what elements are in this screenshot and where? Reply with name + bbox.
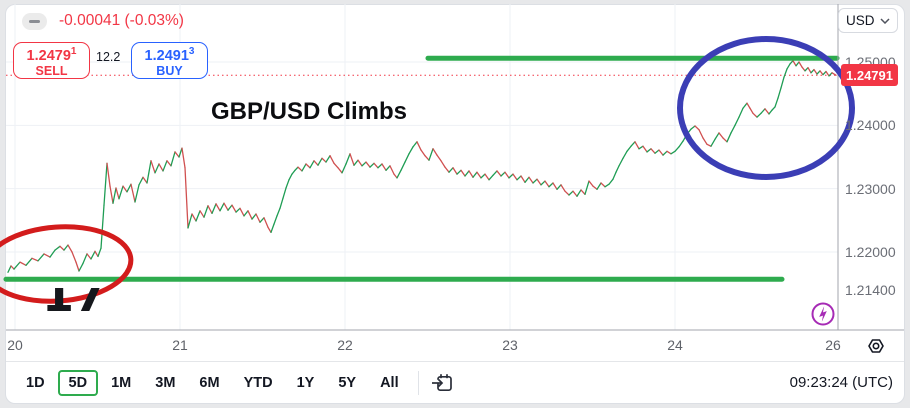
gear-icon[interactable] bbox=[866, 336, 886, 356]
price-axis-label: 1.21400 bbox=[845, 282, 896, 298]
buy-price: 1.24913 bbox=[144, 46, 195, 64]
range-button-all[interactable]: All bbox=[380, 374, 399, 391]
buy-button[interactable]: 1.24913 BUY bbox=[131, 42, 208, 79]
range-button-1d[interactable]: 1D bbox=[26, 374, 45, 391]
range-button-1y[interactable]: 1Y bbox=[296, 374, 315, 391]
current-price-badge: 1.24791 bbox=[841, 64, 898, 86]
buy-label: BUY bbox=[156, 63, 183, 78]
range-buttons: 1D 5D 1M 3M 6M YTD 1Y 5Y All bbox=[15, 369, 412, 396]
sell-price: 1.24791 bbox=[26, 46, 77, 64]
price-change: -0.00041 (-0.03%) bbox=[59, 12, 184, 29]
date-watermark: 17 bbox=[42, 288, 107, 320]
sell-label: SELL bbox=[35, 63, 68, 78]
range-toolbar: 1D 5D 1M 3M 6M YTD 1Y 5Y All bbox=[6, 361, 904, 403]
annotation-title: GBP/USD Climbs bbox=[211, 98, 408, 125]
time-axis-label: 26 bbox=[825, 337, 841, 353]
price-axis-label: 1.22000 bbox=[845, 244, 896, 260]
range-button-6m[interactable]: 6M bbox=[199, 374, 220, 391]
spread-value: 12.2 bbox=[96, 50, 121, 64]
collapse-pill-button[interactable] bbox=[22, 13, 47, 30]
sell-button[interactable]: 1.24791 SELL bbox=[13, 42, 90, 79]
currency-dropdown[interactable]: USD bbox=[838, 8, 898, 33]
price-axis-label: 1.23000 bbox=[845, 180, 896, 197]
utc-clock: 09:23:24 (UTC) bbox=[789, 374, 893, 391]
range-button-5y[interactable]: 5Y bbox=[338, 374, 357, 391]
price-axis-label: 1.24000 bbox=[845, 117, 896, 134]
range-button-1m[interactable]: 1M bbox=[111, 374, 132, 391]
time-axis-label: 24 bbox=[667, 337, 683, 353]
toolbar-divider bbox=[417, 370, 419, 395]
time-axis-label: 23 bbox=[502, 337, 518, 353]
minus-icon bbox=[29, 20, 40, 23]
goto-date-calendar-icon[interactable] bbox=[429, 370, 455, 396]
time-axis-label: 20 bbox=[7, 337, 23, 353]
time-axis-label: 21 bbox=[172, 337, 188, 353]
range-button-ytd[interactable]: YTD bbox=[243, 374, 273, 391]
range-button-5d[interactable]: 5D bbox=[57, 369, 99, 396]
time-axis-label: 22 bbox=[337, 337, 353, 353]
range-button-3m[interactable]: 3M bbox=[155, 374, 176, 391]
chevron-down-icon bbox=[880, 17, 890, 24]
